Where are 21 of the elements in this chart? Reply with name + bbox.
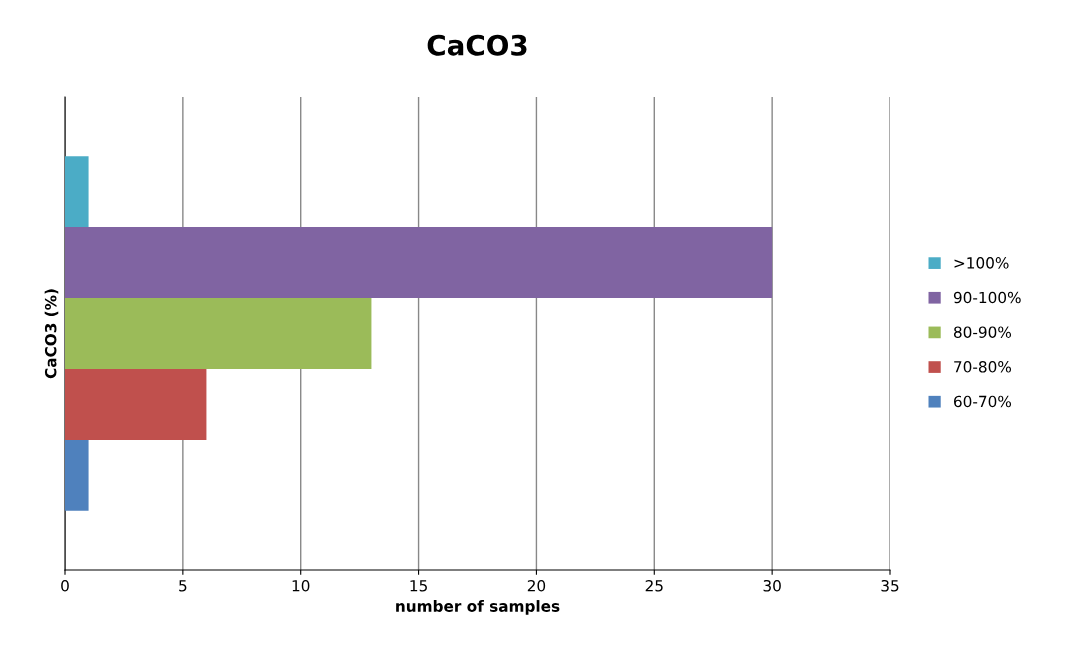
bar — [65, 227, 773, 299]
bar — [65, 298, 372, 369]
x-tick-label: 0 — [61, 579, 69, 592]
bar — [65, 439, 89, 511]
legend-label: 70-80% — [954, 361, 1012, 373]
x-tick-label: 15 — [410, 580, 427, 592]
legend-label: 80-90% — [953, 326, 1012, 338]
x-tick-label: 10 — [292, 579, 310, 592]
bar — [65, 368, 207, 440]
x-axis-title: number of samples — [396, 600, 560, 615]
bar — [65, 156, 89, 228]
x-tick-label: 35 — [881, 579, 899, 592]
legend-label: 60-70% — [954, 395, 1012, 408]
x-tick-label: 5 — [179, 580, 187, 592]
legend-label: 90-100% — [953, 291, 1021, 304]
x-tick-label: 30 — [763, 579, 781, 592]
chart-title: CaCO3 — [427, 34, 527, 56]
y-axis-title: CaCO3 (%) — [44, 289, 59, 379]
x-tick-label: 20 — [527, 579, 546, 592]
x-tick-label: 25 — [645, 579, 663, 592]
legend-label: >100% — [954, 257, 1009, 269]
